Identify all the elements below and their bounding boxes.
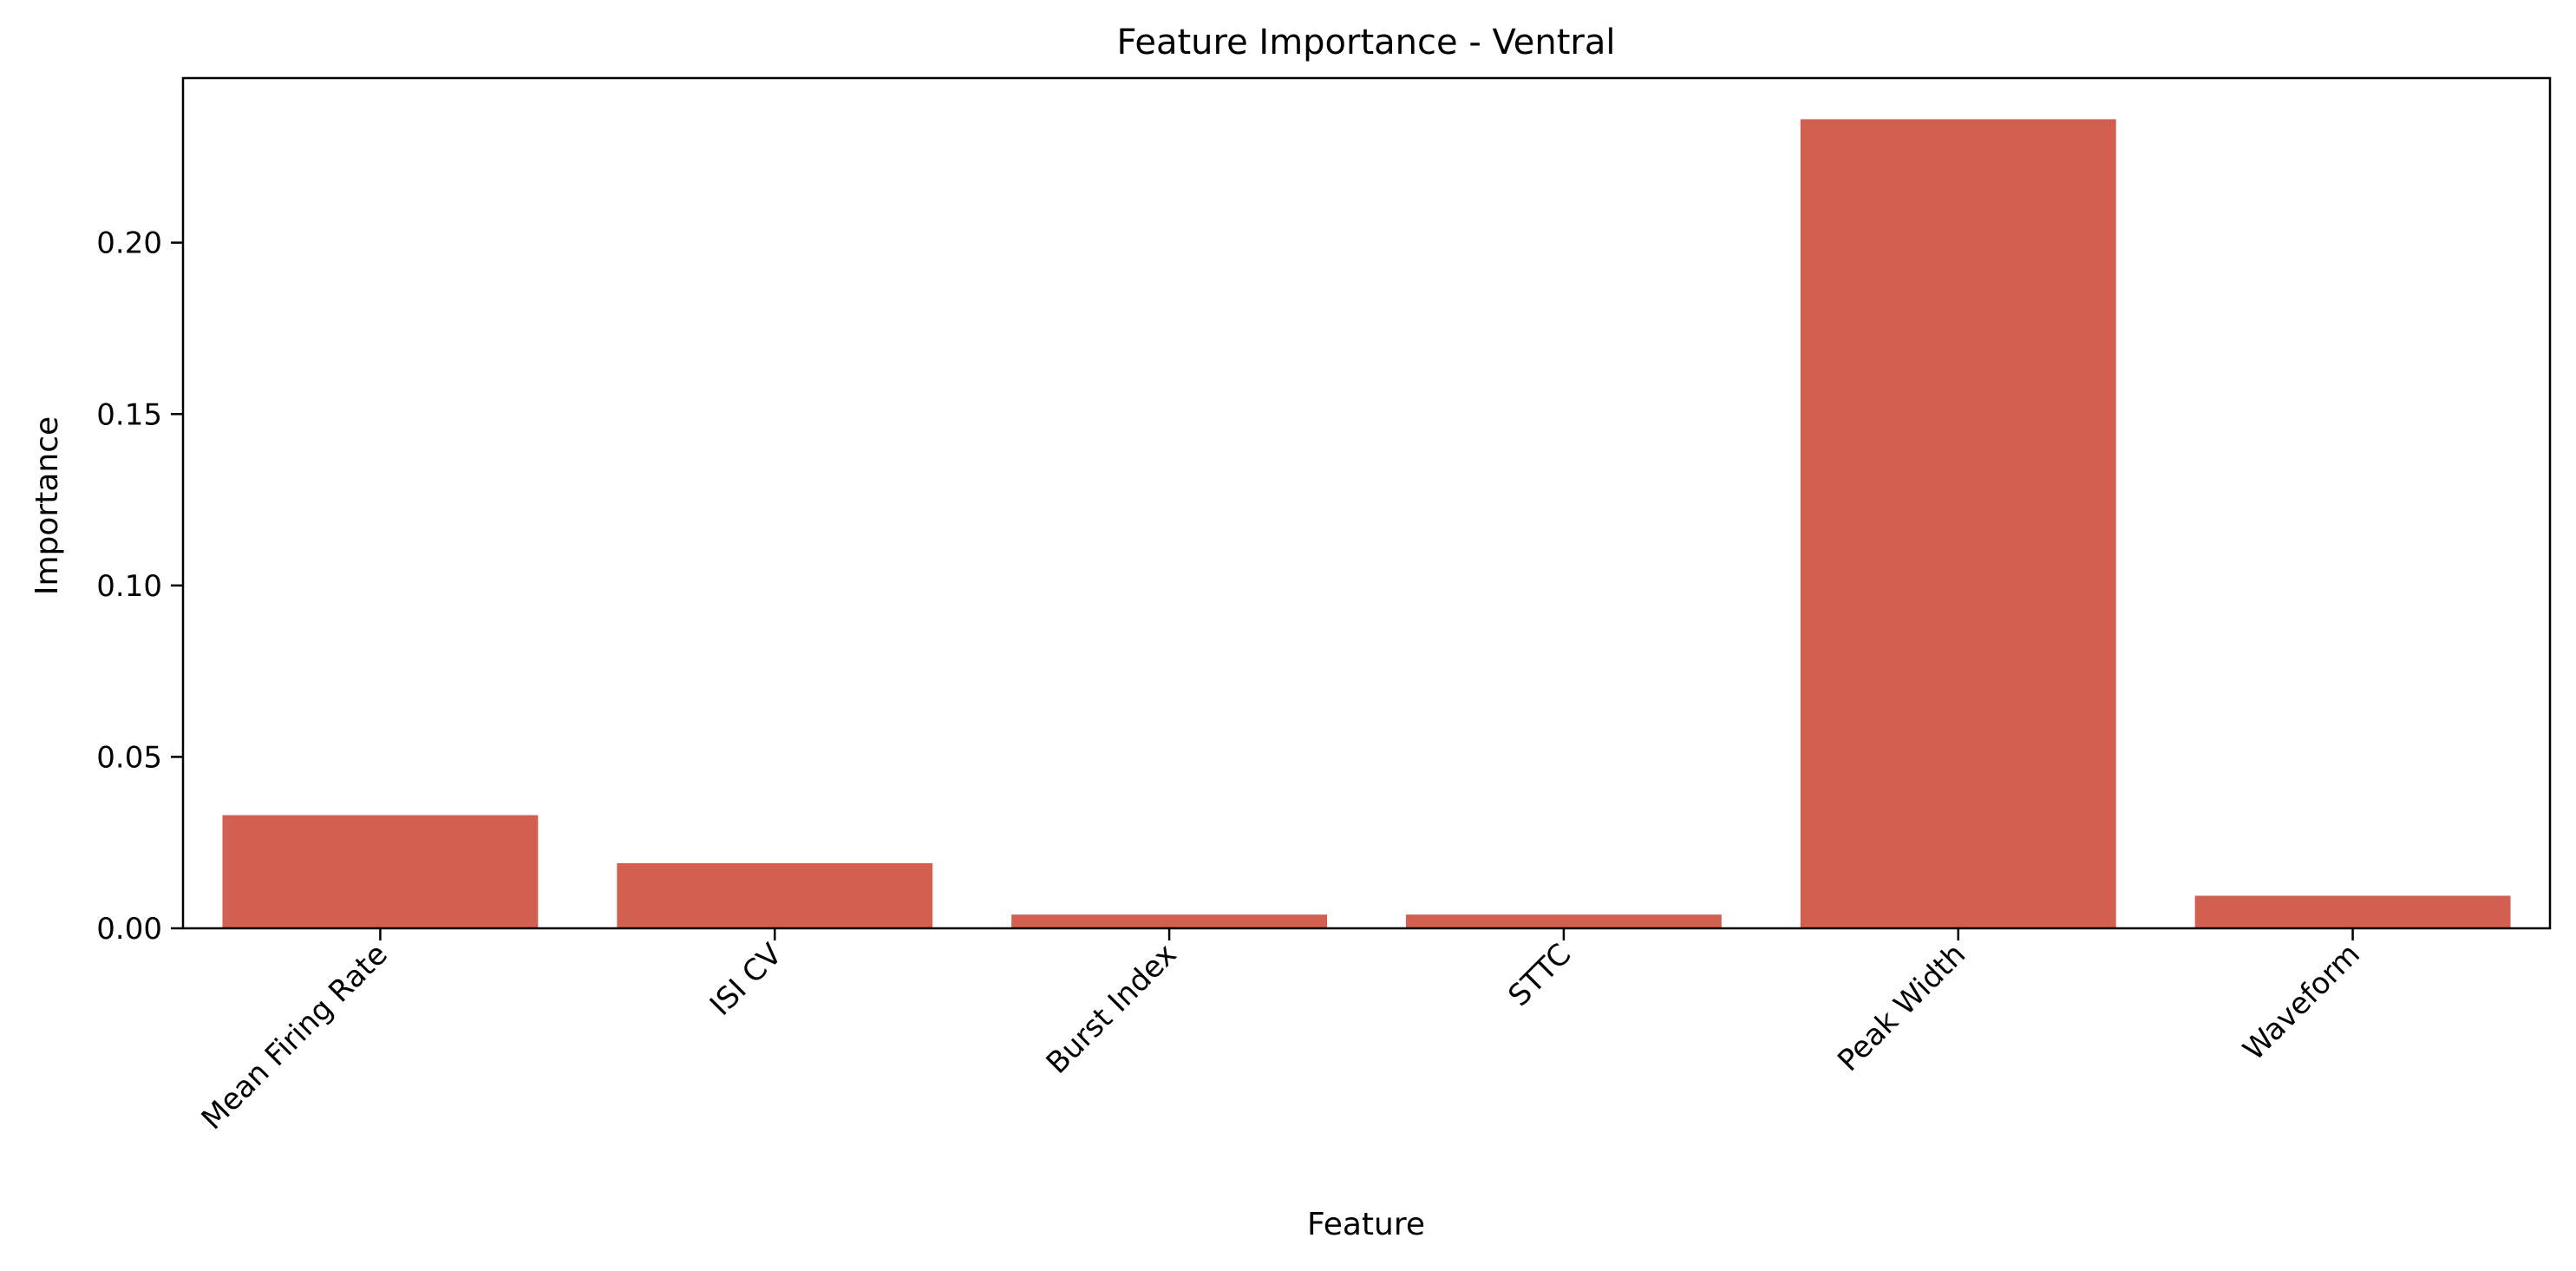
x-tick-label: ISI CV [703, 937, 789, 1023]
x-tick-label: Burst Index [1040, 937, 1184, 1081]
chart-title: Feature Importance - Ventral [1117, 23, 1616, 62]
x-tick-label: Peak Width [1831, 937, 1972, 1078]
y-tick-label: 0.15 [96, 397, 162, 432]
x-tick-label: Mean Firing Rate [195, 937, 395, 1137]
bar-peak-width [1800, 119, 2116, 928]
y-axis-ticks: 0.00 0.05 0.10 0.15 0.20 [96, 226, 183, 947]
y-tick-label: 0.00 [96, 912, 162, 947]
y-tick-label: 0.05 [96, 740, 162, 775]
bar-waveform [2194, 895, 2511, 928]
y-tick-label: 0.10 [96, 569, 162, 604]
plot-frame [181, 76, 2552, 930]
x-axis-label: Feature [1307, 1207, 1425, 1242]
y-axis-label: Importance [29, 416, 65, 595]
x-tick-label: Waveform [2237, 937, 2367, 1067]
bar-sttc [1405, 914, 1722, 928]
bars-group [222, 119, 2511, 928]
bar-isi-cv [617, 862, 933, 928]
x-tick-label: STTC [1501, 937, 1578, 1013]
x-axis-ticks: Mean Firing Rate ISI CV Burst Index STTC Pea… [195, 928, 2367, 1137]
bar-mean-firing-rate [222, 815, 539, 928]
y-tick-label: 0.20 [96, 226, 162, 261]
bar-burst-index [1011, 914, 1328, 928]
